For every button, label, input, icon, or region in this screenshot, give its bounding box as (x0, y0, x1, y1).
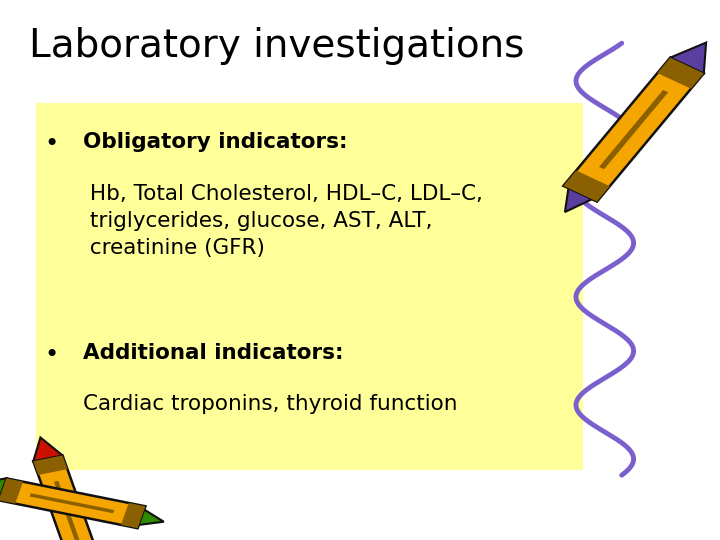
Polygon shape (0, 478, 6, 500)
Text: Laboratory investigations: Laboratory investigations (29, 27, 524, 65)
Text: Additional indicators:: Additional indicators: (83, 343, 343, 363)
Polygon shape (139, 510, 164, 525)
Polygon shape (599, 90, 668, 169)
Polygon shape (563, 58, 704, 201)
Polygon shape (657, 58, 704, 89)
Text: •: • (45, 132, 59, 156)
Polygon shape (33, 455, 68, 475)
Text: Cardiac troponins, thyroid function: Cardiac troponins, thyroid function (83, 394, 457, 414)
Polygon shape (0, 478, 23, 504)
Text: Hb, Total Cholesterol, HDL–C, LDL–C,
 triglycerides, glucose, AST, ALT,
 creatin: Hb, Total Cholesterol, HDL–C, LDL–C, tri… (83, 184, 482, 258)
Polygon shape (54, 481, 83, 540)
Polygon shape (0, 478, 145, 528)
Polygon shape (33, 455, 104, 540)
Polygon shape (670, 43, 706, 73)
Polygon shape (33, 437, 63, 461)
Polygon shape (565, 188, 592, 212)
Polygon shape (121, 503, 145, 528)
Text: •: • (45, 343, 59, 367)
FancyBboxPatch shape (36, 103, 583, 470)
Polygon shape (30, 493, 114, 514)
Text: Obligatory indicators:: Obligatory indicators: (83, 132, 347, 152)
Polygon shape (563, 171, 610, 201)
